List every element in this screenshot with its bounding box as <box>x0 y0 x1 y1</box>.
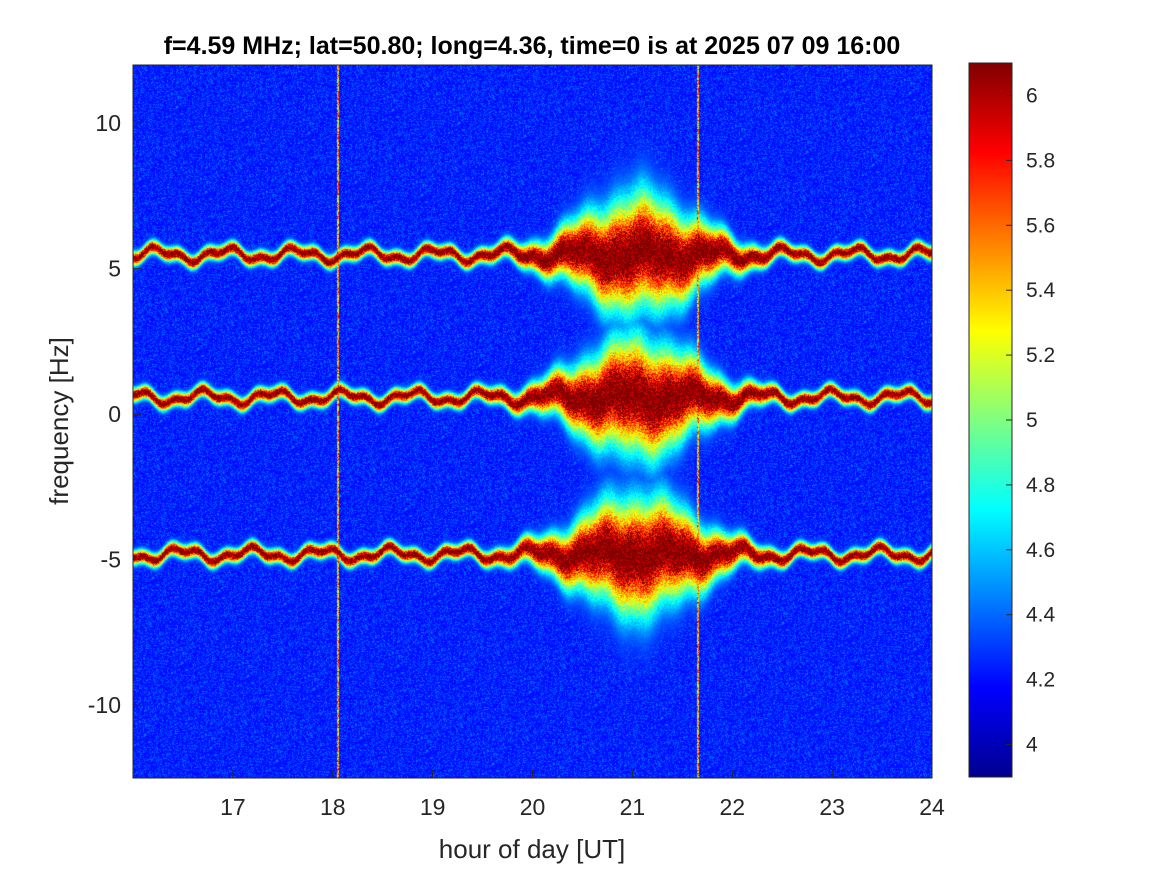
colorbar-tick-label: 5.2 <box>1026 344 1055 367</box>
x-tick-label: 18 <box>320 794 346 820</box>
chart-title: f=4.59 MHz; lat=50.80; long=4.36, time=0… <box>164 32 901 60</box>
x-tick-label: 22 <box>719 794 745 820</box>
colorbar-ticks: 4 4.2 4.4 4.6 4.8 5 5.2 5.4 5.6 5.8 6 <box>1006 84 1056 757</box>
x-tick-label: 23 <box>819 794 845 820</box>
colorbar-tick-label: 6 <box>1026 84 1038 107</box>
x-tick-label: 21 <box>620 794 646 820</box>
colorbar-gradient <box>968 62 1013 778</box>
x-tick-label: 24 <box>919 794 945 820</box>
x-tick-label: 19 <box>420 794 446 820</box>
colorbar-tick-label: 5.8 <box>1026 149 1055 172</box>
y-tick-label: -10 <box>88 692 121 718</box>
x-axis-label: hour of day [UT] <box>439 834 625 864</box>
y-axis: -10 -5 0 5 10 <box>88 110 141 718</box>
y-tick-label: 5 <box>108 256 121 282</box>
spectrogram-heatmap <box>133 65 932 778</box>
colorbar-tick-label: 5 <box>1026 409 1038 432</box>
colorbar-tick-label: 4.4 <box>1026 604 1056 627</box>
x-axis: 17 18 19 20 21 22 23 24 <box>220 770 945 820</box>
colorbar-tick-label: 4.6 <box>1026 539 1055 562</box>
colorbar: 4 4.2 4.4 4.6 4.8 5 5.2 5.4 5.6 5.8 6 <box>968 62 1056 778</box>
colorbar-tick-label: 5.6 <box>1026 214 1055 237</box>
y-tick-label: 0 <box>108 401 121 427</box>
x-tick-label: 20 <box>520 794 546 820</box>
y-tick-label: 10 <box>95 110 121 136</box>
y-tick-label: -5 <box>101 547 121 573</box>
colorbar-tick-label: 5.4 <box>1026 279 1056 302</box>
plot-area <box>132 64 933 779</box>
y-axis-label: frequency [Hz] <box>44 337 74 505</box>
colorbar-tick-label: 4.8 <box>1026 474 1055 497</box>
x-tick-label: 17 <box>220 794 246 820</box>
colorbar-tick-label: 4.2 <box>1026 669 1055 692</box>
colorbar-tick-label: 4 <box>1026 734 1038 757</box>
